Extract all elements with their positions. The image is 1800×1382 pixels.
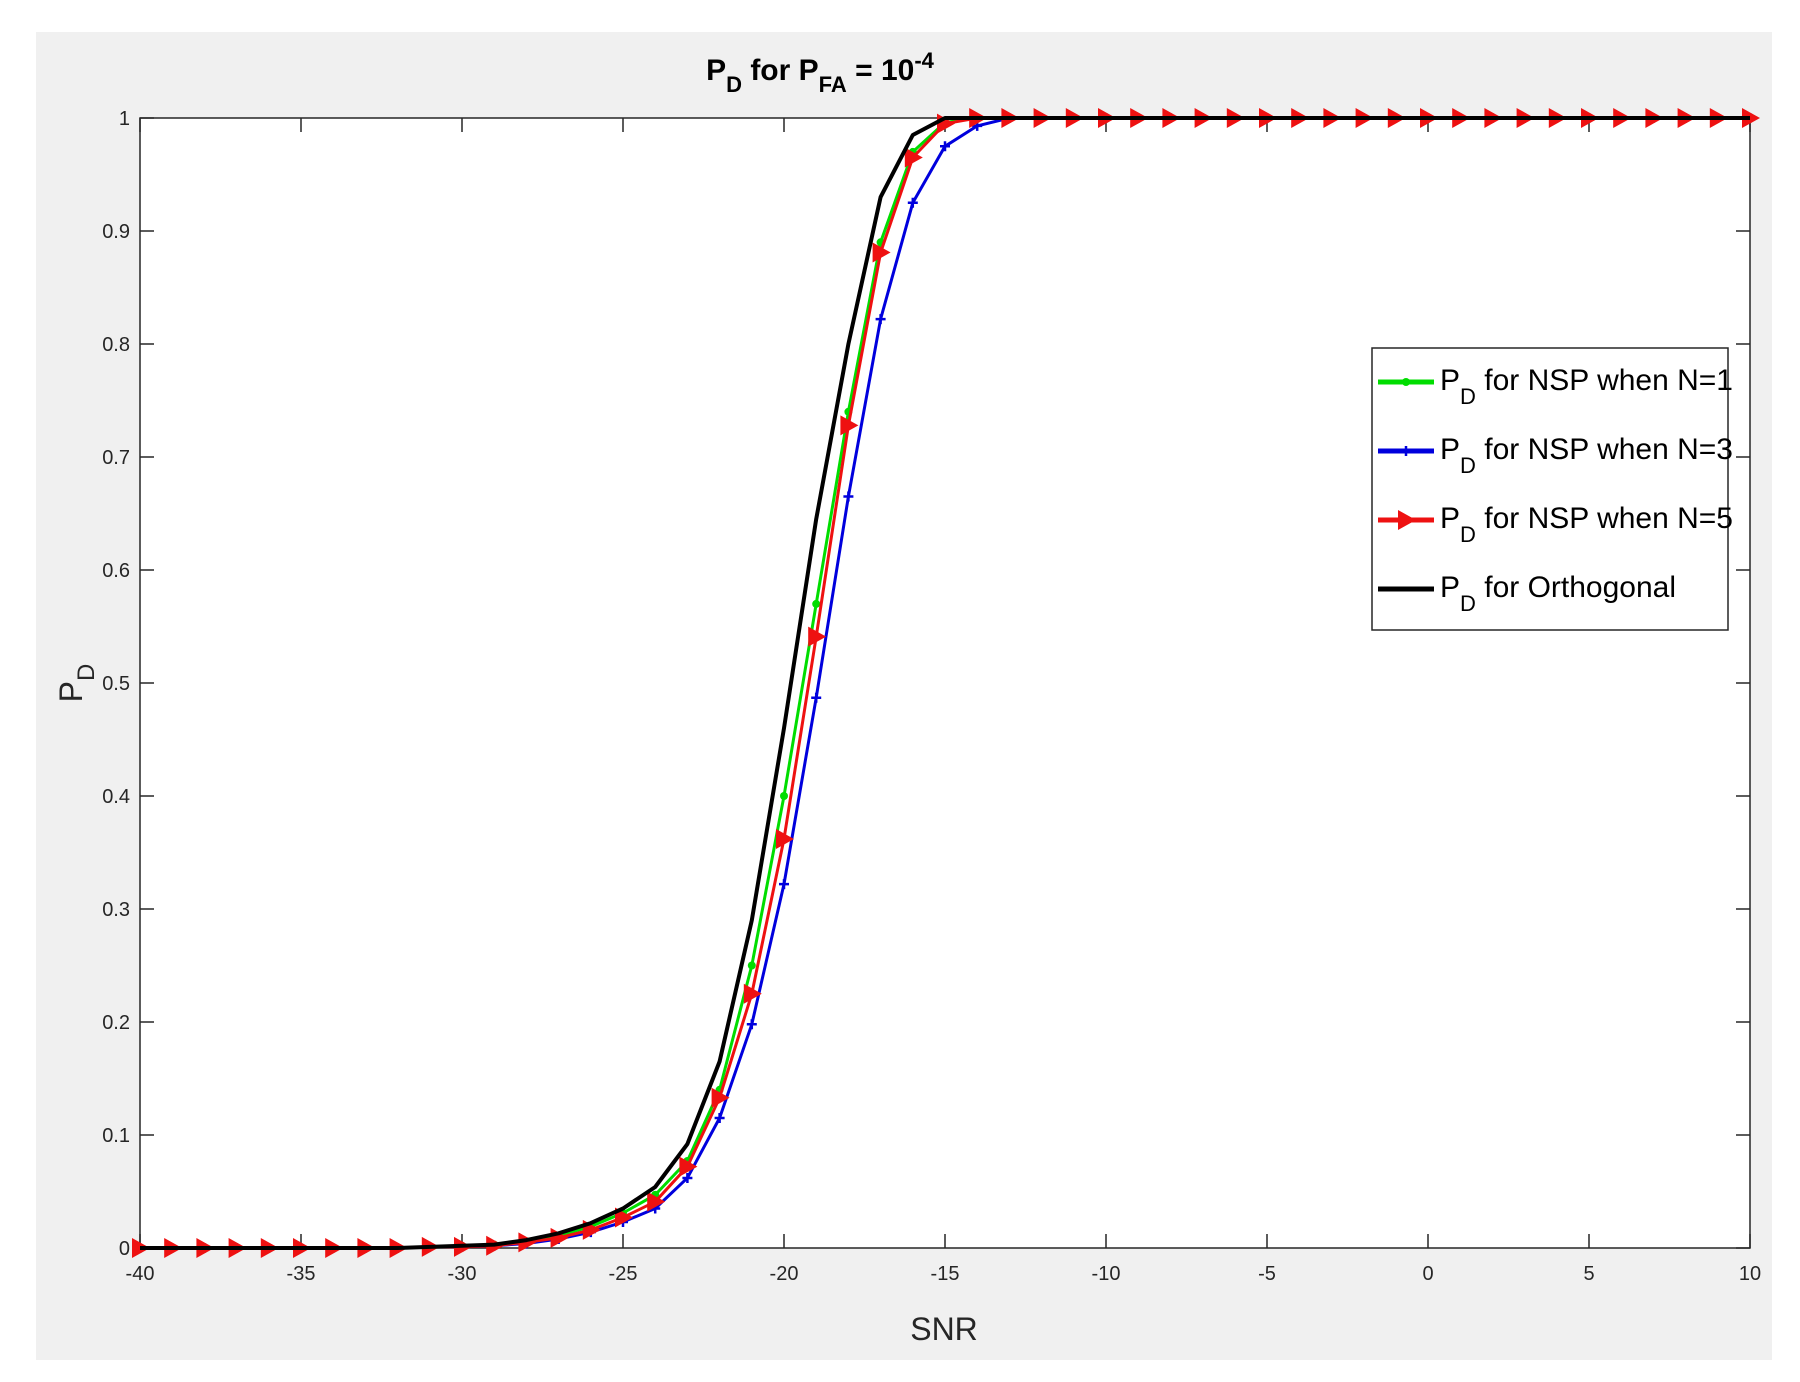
y-tick-label: 0.4 [102, 786, 130, 808]
x-tick-label: -30 [448, 1263, 477, 1285]
legend-label: PD for NSP when N=1 [1440, 364, 1733, 409]
legend-label-main: P [1440, 364, 1460, 397]
data-point [746, 1019, 757, 1030]
data-point [780, 792, 788, 800]
x-tick-label: -40 [126, 1263, 155, 1285]
data-point [1402, 378, 1410, 386]
data-point [843, 491, 854, 502]
data-point [747, 961, 756, 970]
legend-item: PD for NSP when N=5 [1378, 502, 1733, 547]
legend-label-sub: D [1460, 591, 1476, 616]
legend: PD for NSP when N=1PD for NSP when N=3PD… [1371, 347, 1733, 631]
data-point [779, 879, 789, 890]
y-label-sub: D [73, 664, 100, 681]
y-tick-label: 0.7 [102, 447, 130, 469]
legend-label-rest: for NSP when N=3 [1476, 433, 1733, 466]
x-tick-label: 10 [1739, 1263, 1761, 1285]
data-point [940, 141, 950, 152]
legend-label-main: P [1440, 571, 1460, 604]
y-tick-label: 1 [119, 108, 130, 130]
data-point [875, 314, 886, 325]
data-point [776, 828, 794, 849]
legend-item: PD for NSP when N=1 [1378, 364, 1733, 409]
y-tick-label: 0.2 [102, 1012, 130, 1034]
title-main-sub: D [726, 72, 742, 97]
title-exp: -4 [914, 48, 934, 73]
y-label-main: P [53, 681, 89, 702]
plot-area [139, 117, 1751, 1249]
legend-box [1371, 347, 1729, 631]
legend-label-sub: D [1460, 522, 1476, 547]
data-point [682, 1172, 693, 1183]
legend-label: PD for Orthogonal [1440, 571, 1676, 616]
data-point [1401, 446, 1411, 456]
y-tick-label: 0.9 [102, 221, 130, 243]
data-point [1398, 510, 1416, 530]
legend-label-sub: D [1460, 384, 1476, 409]
y-tick-label: 0.6 [102, 560, 130, 582]
y-tick-label: 0.3 [102, 899, 130, 921]
y-tick-label: 0 [119, 1238, 130, 1260]
data-point [812, 599, 821, 608]
legend-label-sub: D [1460, 453, 1476, 478]
data-point [811, 692, 822, 703]
x-tick-label: -15 [931, 1263, 960, 1285]
data-point [714, 1113, 725, 1124]
data-point [907, 197, 918, 208]
chart-title: PD for PFA = 10-4 [706, 48, 935, 97]
y-axis-label: PD [53, 664, 100, 703]
title-mid-sub: FA [819, 72, 847, 97]
y-tick-label: 0.8 [102, 334, 130, 356]
series-lines [132, 108, 1760, 1258]
data-point [1742, 108, 1760, 128]
data-point [808, 626, 827, 647]
data-point [518, 1232, 537, 1253]
x-tick-label: -5 [1258, 1263, 1276, 1285]
title-mid: for P [742, 54, 819, 87]
legend-label: PD for NSP when N=5 [1440, 502, 1733, 547]
y-tick-label: 0.1 [102, 1125, 130, 1147]
legend-label-rest: for NSP when N=5 [1476, 502, 1733, 535]
x-tick-label: -20 [770, 1263, 799, 1285]
x-tick-label: 0 [1422, 1263, 1433, 1285]
legend-label-main: P [1440, 433, 1460, 466]
x-tick-label: -10 [1092, 1263, 1121, 1285]
x-tick-label: 5 [1583, 1263, 1594, 1285]
title-main: P [706, 54, 726, 87]
data-point [743, 983, 762, 1004]
data-point [679, 1156, 698, 1177]
legend-label-main: P [1440, 502, 1460, 535]
legend-item: PD for Orthogonal [1378, 571, 1676, 616]
data-point [647, 1191, 666, 1212]
legend-label: PD for NSP when N=3 [1440, 433, 1733, 478]
data-point [840, 415, 859, 436]
x-tick-label: -25 [609, 1263, 638, 1285]
x-axis-label: SNR [910, 1311, 978, 1347]
legend-label-rest: for Orthogonal [1476, 571, 1676, 604]
data-point [711, 1087, 730, 1108]
data-point [904, 147, 923, 168]
series-4 [140, 116, 1750, 1250]
x-tick-label: -35 [287, 1263, 316, 1285]
y-tick-label: 0.5 [102, 673, 130, 695]
series-line [140, 116, 1750, 1250]
legend-label-rest: for NSP when N=1 [1476, 364, 1733, 397]
legend-item: PD for NSP when N=3 [1378, 433, 1733, 478]
data-point [872, 242, 891, 263]
title-eq: = 10 [847, 54, 915, 87]
data-point [615, 1207, 633, 1228]
